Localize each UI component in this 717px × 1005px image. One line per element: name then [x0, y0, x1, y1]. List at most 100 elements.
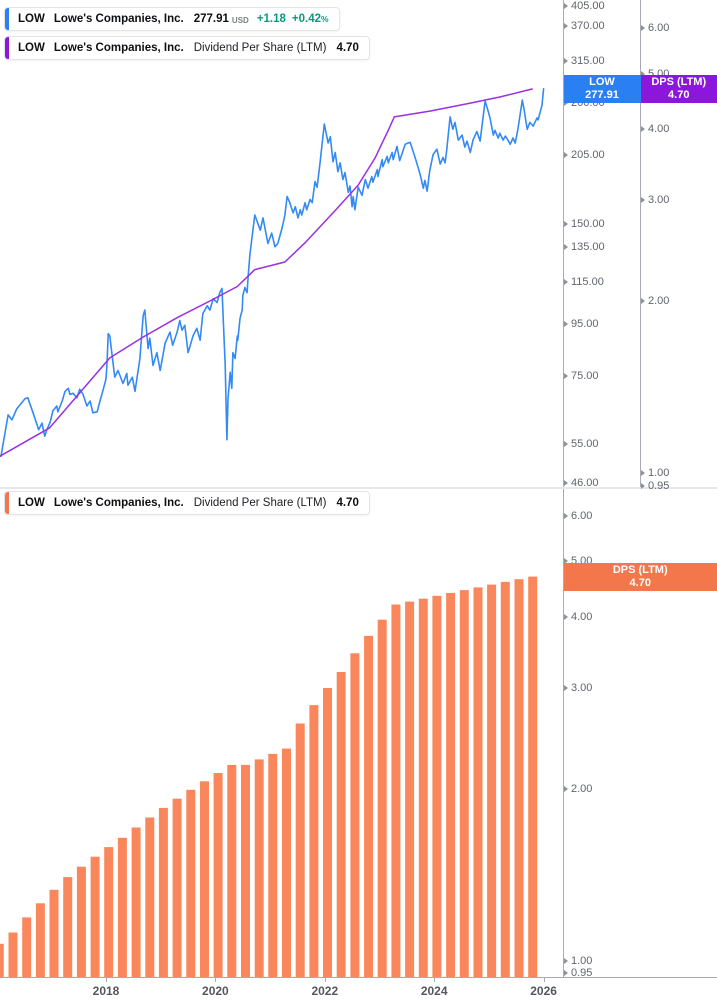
price-tick-label-mark: [564, 22, 568, 29]
company-name: Lowe's Companies, Inc.: [53, 42, 184, 54]
price-tick-label: 205.00: [571, 149, 605, 162]
dps-tick-label-top: 3.00: [648, 194, 670, 207]
company-name: Lowe's Companies, Inc.: [53, 497, 184, 509]
dps-overlay-color-strip: [5, 37, 9, 59]
dps-bar[interactable]: [336, 672, 346, 977]
dps-bar[interactable]: [49, 889, 59, 977]
dps-tick-label-bottom-mark: [564, 512, 568, 519]
dps-tick-label-bottom-mark: [564, 558, 568, 565]
dps-bar[interactable]: [459, 590, 469, 977]
time-tick-label: 2020: [202, 984, 229, 998]
dps-bar[interactable]: [172, 798, 182, 977]
time-tick-label: 2018: [92, 984, 120, 998]
legend-dps-pane-series[interactable]: LOW Lowe's Companies, Inc. Dividend Per …: [4, 491, 370, 515]
price-line-series[interactable]: [0, 88, 545, 458]
price-tick-label-mark: [564, 244, 568, 251]
dps-tick-label-top-mark: [641, 25, 645, 32]
dps-overlay-line-series[interactable]: [0, 88, 533, 457]
dps-tick-label-top-mark: [641, 482, 645, 489]
dps-bar[interactable]: [241, 764, 250, 977]
time-tick-mark: [434, 977, 436, 982]
dps-bar[interactable]: [391, 604, 401, 978]
price-tick-label-mark: [564, 3, 568, 10]
price-tick-label-mark: [564, 441, 568, 447]
dps-tick-label-top: 4.00: [648, 123, 670, 135]
dps-bar[interactable]: [117, 837, 127, 977]
dps-bar[interactable]: [22, 917, 32, 977]
dps-bar[interactable]: [0, 943, 4, 977]
dps-bar[interactable]: [282, 748, 291, 977]
dps-tick-label-bottom-mark: [564, 684, 568, 691]
badge-value: 4.70: [629, 577, 651, 590]
dps-bar[interactable]: [186, 789, 196, 977]
price-tick-label-mark: [564, 100, 568, 107]
dps-bar[interactable]: [487, 584, 497, 977]
dps-tick-label-top-mark: [641, 298, 645, 304]
dps-tick-label-bottom-mark: [564, 613, 568, 620]
metric-name: Dividend Per Share (LTM): [193, 497, 327, 509]
badge-symbol: LOW: [589, 76, 615, 89]
dps-bar[interactable]: [268, 753, 278, 977]
legend-price-series[interactable]: LOW Lowe's Companies, Inc. 277.91 USD +1…: [4, 7, 340, 31]
badge-label: DPS (LTM): [651, 76, 707, 89]
dps-tick-label-top: 0.95: [648, 479, 670, 492]
dps-tick-label-bottom: 1.00: [571, 954, 593, 967]
dps-tick-label-top-mark: [641, 126, 645, 132]
dps-bar[interactable]: [446, 592, 456, 977]
price-tick-label: 115.00: [571, 276, 604, 289]
price-tick-label-mark: [564, 321, 568, 328]
dps-axis-last-value-badge-bottom: DPS (LTM) 4.70: [563, 563, 717, 592]
dps-value: 4.70: [336, 42, 359, 54]
currency-label: USD: [231, 15, 249, 25]
dps-bar[interactable]: [90, 856, 100, 977]
dps-bar[interactable]: [200, 781, 209, 977]
ticker-symbol: LOW: [18, 42, 45, 54]
dps-bar[interactable]: [158, 807, 168, 977]
price-change-percent: +0.42%: [291, 13, 329, 25]
dps-bar[interactable]: [514, 579, 524, 977]
dps-value: 4.70: [336, 497, 359, 509]
dps-bar[interactable]: [309, 705, 319, 977]
dps-bar[interactable]: [350, 653, 360, 977]
dps-tick-label-bottom-mark: [564, 785, 568, 792]
dps-bar[interactable]: [295, 723, 305, 978]
price-tick-label-mark: [564, 279, 568, 286]
time-tick-mark: [324, 977, 326, 982]
time-tick-label: 2026: [530, 984, 557, 998]
dps-bar[interactable]: [104, 847, 114, 977]
dps-bar[interactable]: [473, 587, 483, 977]
dps-bar[interactable]: [145, 817, 155, 978]
dps-bar[interactable]: [364, 635, 374, 977]
dps-bar[interactable]: [528, 576, 538, 977]
price-tick-label-mark: [564, 372, 568, 379]
dps-bar[interactable]: [377, 619, 387, 977]
dps-bar-color-strip: [5, 492, 9, 514]
dps-bar[interactable]: [418, 598, 428, 977]
dps-bar[interactable]: [500, 581, 510, 977]
dps-bar[interactable]: [8, 932, 18, 978]
dps-bar[interactable]: [63, 877, 73, 977]
dps-bar[interactable]: [432, 595, 442, 977]
dps-bar[interactable]: [76, 866, 86, 977]
pane-divider[interactable]: [0, 487, 717, 489]
price-tick-label: 150.00: [571, 217, 605, 230]
dps-tick-label-top: 6.00: [648, 22, 670, 35]
dps-bar[interactable]: [323, 688, 332, 977]
dps-tick-label-bottom: 0.95: [571, 967, 593, 980]
dps-bar[interactable]: [35, 903, 45, 977]
price-tick-label-mark: [564, 58, 568, 65]
dps-bar[interactable]: [227, 764, 237, 977]
dps-bar[interactable]: [405, 601, 415, 977]
dps-bar[interactable]: [131, 827, 141, 978]
dps-bar[interactable]: [254, 759, 264, 977]
dps-bar-series[interactable]: [0, 576, 538, 978]
company-name: Lowe's Companies, Inc.: [53, 13, 184, 25]
price-tick-label: 46.00: [571, 477, 599, 490]
price-tick-label: 315.00: [571, 55, 605, 68]
legend-dps-overlay-series[interactable]: LOW Lowe's Companies, Inc. Dividend Per …: [4, 36, 370, 60]
dps-bar[interactable]: [213, 773, 223, 977]
price-tick-label: 370.00: [571, 19, 605, 32]
dps-axis-line: [640, 0, 641, 487]
price-axis-last-value-badge: LOW 277.91: [563, 75, 641, 104]
